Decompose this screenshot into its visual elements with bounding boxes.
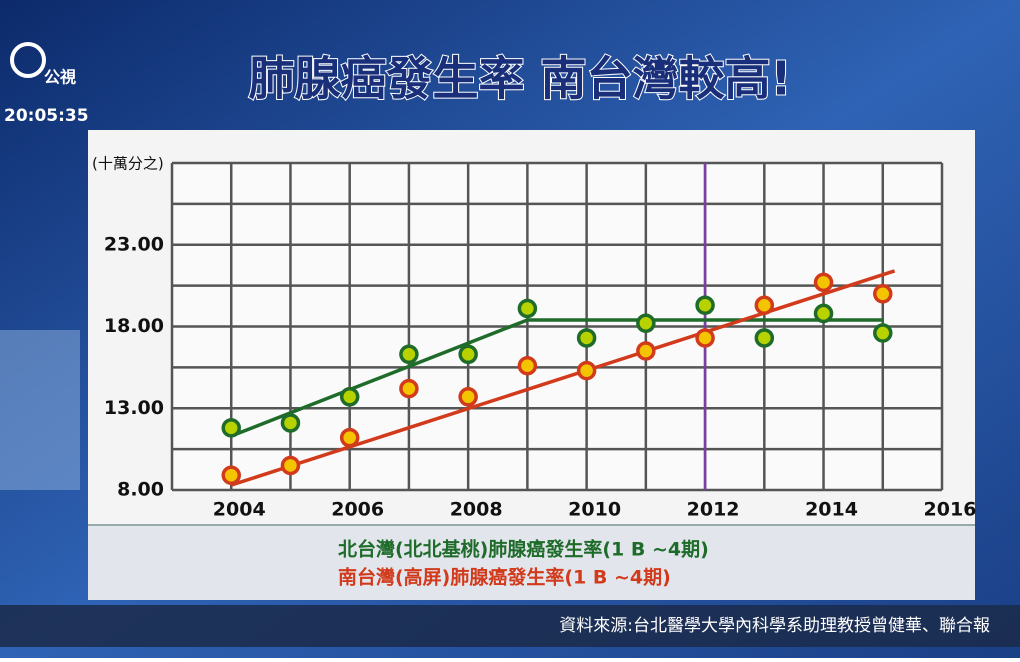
x-tick-label: 2006 <box>331 499 384 521</box>
x-tick-label: 2016 <box>924 499 977 521</box>
marker <box>280 455 301 476</box>
decor <box>0 330 80 490</box>
marker <box>873 323 893 343</box>
trend-line <box>230 269 896 487</box>
marker <box>339 387 360 407</box>
marker <box>339 427 360 448</box>
marker <box>458 344 478 365</box>
marker <box>517 298 538 319</box>
logo-mark <box>10 42 46 78</box>
marker <box>754 295 775 315</box>
y-tick-label: 13.00 <box>104 397 164 419</box>
marker <box>813 303 834 324</box>
source-bar <box>0 605 1020 647</box>
y-tick-label: 8.00 <box>117 479 164 501</box>
x-tick-label: 2004 <box>213 499 266 521</box>
marker <box>458 387 478 407</box>
marker <box>517 355 538 376</box>
marker <box>280 413 301 433</box>
marker <box>873 284 893 304</box>
y-tick-label: 23.00 <box>104 233 164 255</box>
source: 資料來源:台北醫學大學內科學系助理教授曾健華、聯合報 <box>559 616 990 636</box>
marker <box>576 328 597 348</box>
marker <box>576 360 597 381</box>
legend-entry: 南台灣(高屏)肺腺癌發生率(1 B ~4期) <box>338 566 671 589</box>
legend-entry: 北台灣(北北基桃)肺腺癌發生率(1 B ~4期) <box>338 538 709 561</box>
x-tick-label: 2012 <box>687 499 740 521</box>
marker <box>695 328 715 348</box>
y-tick-label: 18.00 <box>104 315 164 337</box>
marker <box>399 378 419 399</box>
marker <box>221 418 241 438</box>
trend-line <box>230 318 883 438</box>
marker <box>636 313 656 333</box>
clock: 20:05:35 <box>4 106 89 126</box>
logo: 公視 <box>44 68 76 87</box>
x-tick-label: 2008 <box>450 499 503 521</box>
marker <box>221 465 241 486</box>
x-tick-label: 2014 <box>805 499 858 521</box>
x-tick-label: 2010 <box>568 499 621 521</box>
marker <box>754 328 775 348</box>
marker <box>399 344 419 365</box>
chart-title: 肺腺癌發生率 南台灣較高! <box>249 52 792 106</box>
marker <box>636 341 656 361</box>
marker <box>695 295 715 315</box>
legend-panel <box>88 525 975 600</box>
y-unit: (十萬分之) <box>92 155 164 173</box>
marker <box>813 272 834 293</box>
